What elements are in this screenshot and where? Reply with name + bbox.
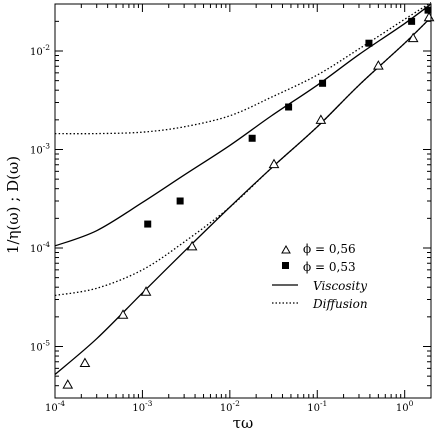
viscosity-curve-3 (54, 3, 432, 247)
legend: ϕ = 0,56 ϕ = 0,53 Viscosity Diffusion (272, 242, 368, 311)
x-tick-label: 10-3 (132, 399, 152, 414)
legend-square-marker (282, 262, 289, 269)
triangle-point (373, 60, 384, 70)
square-point (248, 134, 256, 142)
x-axis-title: τω (233, 414, 254, 432)
legend-label-diffusion: Diffusion (312, 297, 368, 311)
x-tick-label: 100 (396, 399, 414, 414)
curves-layer (54, 2, 432, 375)
triangle-point (186, 240, 198, 251)
y-tick-label: 10-5 (30, 338, 50, 353)
square-point (424, 6, 432, 14)
triangle-point (140, 286, 152, 296)
legend-triangle-marker (281, 244, 291, 254)
triangle-point (117, 309, 129, 319)
plot-frame (54, 3, 432, 399)
triangle-point (268, 158, 280, 169)
x-tick-label: 10-4 (45, 399, 65, 414)
square-point (365, 39, 373, 47)
triangle-point (407, 32, 419, 43)
triangle-point (423, 11, 435, 22)
y-tick-label: 10-2 (30, 43, 50, 58)
triangle-point (62, 379, 74, 389)
x-tick-label: 10-1 (307, 399, 327, 414)
legend-label-phi-053: ϕ = 0,53 (303, 260, 356, 274)
y-tick-label: 10-3 (30, 141, 50, 156)
diffusion-curve-4 (54, 16, 432, 297)
y-tick-label: 10-4 (30, 240, 50, 255)
triangle-point (315, 114, 327, 124)
x-tick-label: 10-2 (220, 399, 240, 414)
tick-labels-layer: 10-4 10-3 10-2 10-1 100 10-5 10-4 10-3 10-2 (30, 43, 414, 414)
legend-label-phi-056: ϕ = 0,56 (303, 242, 356, 256)
viscosity-curve-2 (54, 16, 432, 375)
y-axis-title: 1/η(ω) ; D(ω) (4, 156, 22, 254)
square-point (319, 79, 327, 87)
triangle-point (79, 357, 91, 367)
square-point (144, 220, 152, 228)
markers-layer (62, 6, 435, 389)
square-point (408, 17, 416, 25)
ticks-layer (54, 3, 432, 399)
square-point (285, 103, 293, 111)
square-point (176, 197, 184, 205)
legend-label-viscosity: Viscosity (313, 279, 367, 293)
